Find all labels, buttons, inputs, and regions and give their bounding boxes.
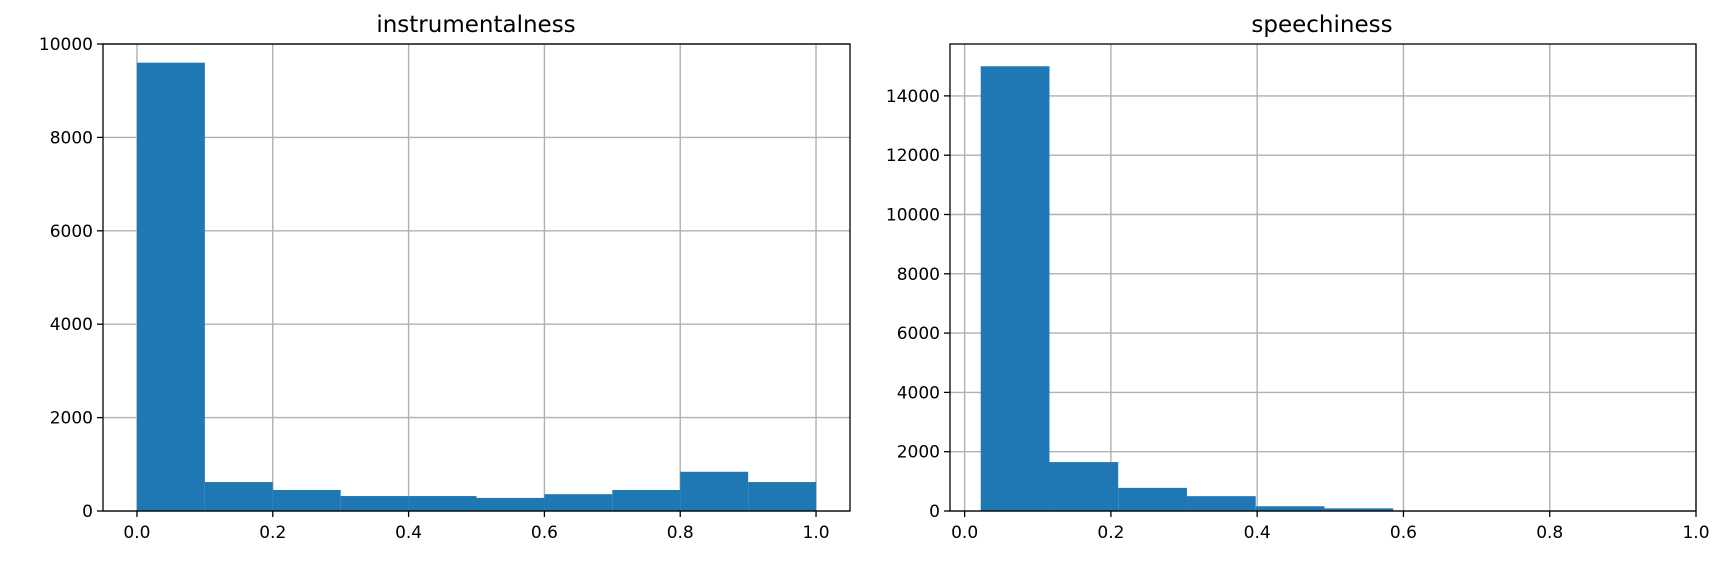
tick-labels: 0.0 0.2 0.4 0.6 0.8 1.0 0 2000 4000 6000 8000 10000 (39, 35, 830, 543)
subplot-instrumentalness: instrumentalness 0.0 0.2 0.4 0.6 0.8 1.0 0 2000… (39, 12, 851, 543)
histogram-bar (680, 471, 749, 511)
y-tick-label: 0 (929, 502, 940, 522)
x-tick-label: 0.4 (1244, 523, 1271, 543)
histogram-bar (408, 496, 477, 511)
histogram-bar (1255, 506, 1325, 511)
histogram-bar (476, 497, 545, 511)
y-tick-label: 0 (82, 502, 93, 522)
x-tick-label: 1.0 (803, 523, 830, 543)
y-tick-label: 4000 (897, 383, 940, 403)
axes-frame (102, 43, 851, 512)
x-tick-label: 0.6 (1390, 523, 1417, 543)
histogram-bar (748, 482, 817, 511)
y-tick-label: 10000 (886, 205, 940, 225)
histogram-bar (612, 489, 681, 511)
y-tick-label: 6000 (50, 222, 93, 242)
histogram-bar (204, 482, 273, 511)
histogram-bars (980, 66, 1669, 511)
chart-title-speechiness: speechiness (1251, 12, 1392, 38)
grid-lines (950, 44, 1697, 512)
histogram-bar (1186, 496, 1256, 511)
grid-lines (103, 43, 850, 512)
x-tick-label: 0.0 (123, 523, 150, 543)
tick-marks (97, 43, 817, 517)
axes-frame (949, 43, 1697, 512)
x-tick-label: 0.2 (1097, 523, 1124, 543)
x-tick-label: 0.0 (951, 523, 978, 543)
histogram-bar (272, 489, 341, 511)
y-tick-label: 12000 (886, 146, 940, 166)
y-tick-label: 2000 (50, 409, 93, 429)
subplot-speechiness: speechiness 0.0 0.2 0.4 0.6 0.8 1.0 0 2000 4000 6… (886, 12, 1710, 543)
histogram-bar (1324, 508, 1394, 511)
y-tick-label: 4000 (50, 315, 93, 335)
y-tick-label: 2000 (897, 443, 940, 463)
x-tick-label: 0.8 (1536, 523, 1563, 543)
y-tick-label: 6000 (897, 324, 940, 344)
x-tick-label: 0.6 (531, 523, 558, 543)
histogram-bar (1049, 462, 1119, 511)
x-tick-label: 0.8 (667, 523, 694, 543)
tick-marks (944, 95, 1697, 517)
histogram-bar (1118, 487, 1187, 511)
histogram-bar (980, 66, 1050, 511)
y-tick-label: 10000 (39, 35, 93, 55)
y-tick-label: 8000 (50, 128, 93, 148)
y-tick-label: 14000 (886, 87, 940, 107)
y-tick-label: 8000 (897, 265, 940, 285)
x-tick-label: 1.0 (1682, 523, 1709, 543)
tick-labels: 0.0 0.2 0.4 0.6 0.8 1.0 0 2000 4000 6000 8000 10000… (886, 87, 1710, 543)
histogram-bar (340, 496, 409, 511)
histogram-bars (136, 62, 817, 512)
histogram-bar (544, 494, 613, 511)
chart-title-instrumentalness: instrumentalness (376, 12, 575, 38)
histogram-bar (136, 62, 205, 512)
x-tick-label: 0.2 (259, 523, 286, 543)
x-tick-label: 0.4 (395, 523, 422, 543)
